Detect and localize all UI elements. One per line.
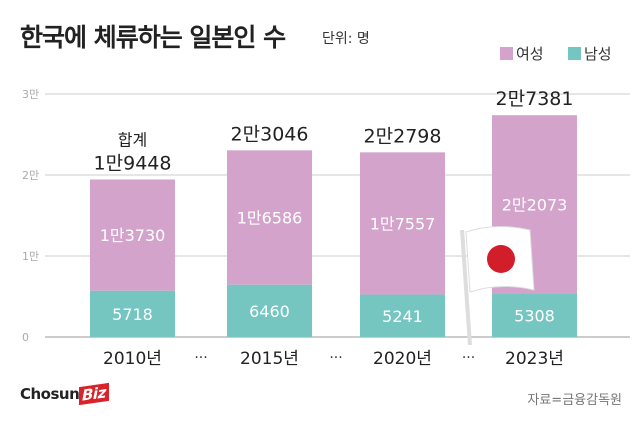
chosunbiz-logo: Chosun Biz	[20, 382, 110, 406]
data-label-male: 5308	[514, 307, 555, 326]
x-tick-label: 2023년	[505, 349, 564, 369]
bar-segment-female	[90, 179, 175, 291]
bar-segment-male	[360, 294, 445, 337]
chart-title: 한국에 체류하는 일본인 수	[20, 23, 286, 52]
data-label-female: 1만6586	[237, 209, 303, 228]
data-label-female: 2만2073	[502, 196, 568, 215]
y-tick-label: 0	[22, 331, 29, 344]
separator-dots: ···	[329, 350, 342, 366]
data-label-male: 5241	[382, 307, 423, 326]
separator-dots: ···	[194, 350, 207, 366]
source-label: 자료=금융감독원	[527, 393, 622, 408]
total-label: 2만7381	[496, 88, 574, 110]
unit-label: 단위: 명	[322, 31, 370, 47]
legend-swatch	[568, 47, 581, 60]
bar-segment-male	[227, 284, 312, 337]
flag-pole	[460, 229, 472, 346]
legend-swatch	[500, 47, 513, 60]
y-tick-label: 3만	[22, 88, 39, 101]
bar-segment-male	[90, 290, 175, 337]
legend-label: 남성	[584, 45, 612, 63]
x-tick-label: 2015년	[240, 349, 299, 369]
bar-segment-female	[227, 150, 312, 285]
total-label: 1만9448	[94, 152, 172, 174]
y-tick-label: 1만	[22, 250, 39, 263]
total-label: 2만2798	[364, 125, 442, 147]
bar-segment-female	[360, 152, 445, 295]
y-tick-label: 2만	[22, 169, 39, 182]
x-tick-label: 2020년	[373, 349, 432, 369]
data-label-female: 1만7557	[370, 214, 436, 233]
x-tick-label: 2010년	[103, 349, 162, 369]
flag-sun	[487, 245, 515, 273]
legend-label: 여성	[516, 45, 544, 63]
total-prefix-label: 합계	[118, 130, 147, 149]
separator-dots: ···	[462, 350, 475, 366]
data-label-male: 6460	[249, 302, 290, 321]
bar-segment-male	[492, 294, 577, 337]
total-label: 2만3046	[231, 123, 309, 145]
data-label-female: 1만3730	[100, 226, 166, 245]
data-label-male: 5718	[112, 305, 153, 324]
